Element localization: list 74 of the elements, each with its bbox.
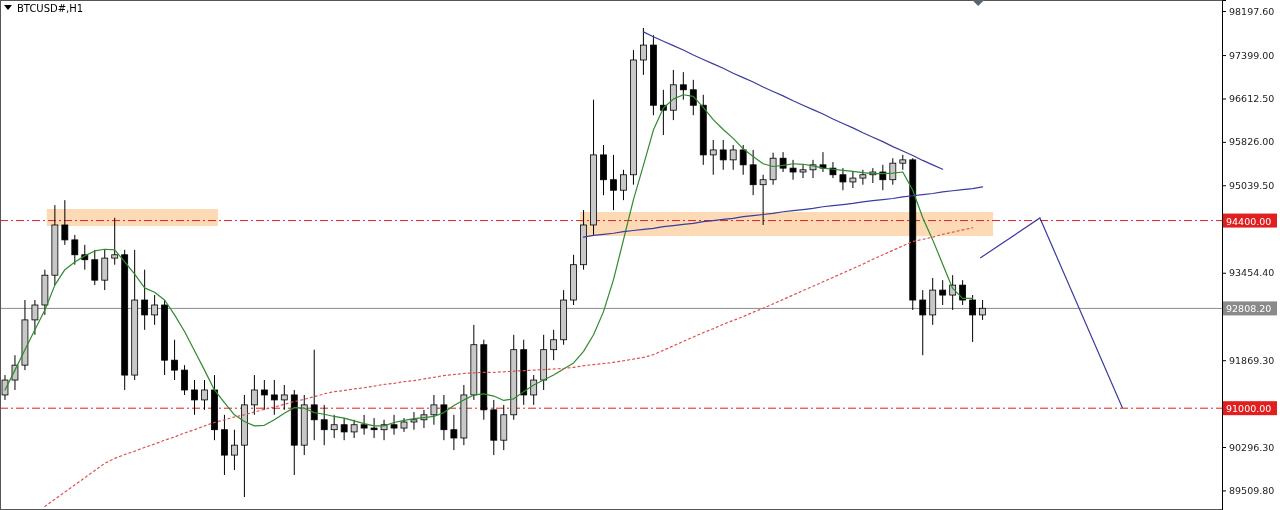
ref-line-label: 94400.00 [1226,215,1272,227]
candlestick [61,199,69,246]
y-tick-label: 95039.50 [1229,179,1275,191]
line-series [642,31,944,170]
candlestick [340,417,348,441]
candlestick [849,171,857,189]
candlestick [759,174,767,226]
candlestick [141,269,149,331]
candlestick [310,349,318,441]
chart-title: BTCUSD#,H1 [17,3,84,14]
candlestick [739,144,747,176]
candlestick [171,339,178,381]
candlestick [270,379,278,416]
candlestick [11,354,19,391]
candlestick [839,167,847,191]
candlestick [679,71,687,101]
candlestick [969,294,977,343]
candlestick [1,374,9,401]
candlestick [430,394,438,426]
candlestick [231,429,238,471]
y-tick-label: 98197.60 [1229,5,1275,17]
candlestick [191,379,198,416]
candlestick [250,374,258,416]
candlestick [450,414,458,451]
candlestick [71,234,79,266]
candlestick [320,404,328,446]
candlestick [859,169,867,186]
candlestick [181,364,188,396]
candlestick [550,329,558,361]
candlestick [789,159,797,181]
candlestick [879,164,887,191]
candlestick [610,154,617,211]
candlestick [31,299,39,336]
candlestick [260,379,268,411]
y-tick-label: 90296.30 [1229,441,1275,453]
y-tick-label: 93454.40 [1229,267,1275,279]
candlestick [769,152,777,186]
candlestick [729,144,737,171]
candlestick [620,169,627,201]
candlestick [360,414,368,436]
candlestick [689,79,697,116]
y-tick-label: 91869.30 [1229,354,1275,366]
candlestick [819,151,827,173]
candlestick [370,417,378,439]
candlestick [799,164,807,179]
candlestick [350,419,358,439]
y-tick-label: 89509.80 [1229,484,1275,496]
ref-line-label: 92808.20 [1226,303,1272,315]
candlestick [959,279,967,306]
y-tick-label: 96612.50 [1229,93,1275,105]
y-tick-label: 97399.00 [1229,49,1275,61]
candlestick [749,149,757,196]
candlestick [201,379,208,411]
candlestick [390,414,398,436]
candlestick [530,374,538,406]
line-series [582,186,984,238]
candlestick [889,157,897,186]
candlestick [979,299,986,321]
candlestick [410,411,418,431]
candlestick [91,249,99,286]
ref-line-label: 91000.00 [1226,403,1272,415]
candlestick [101,249,109,291]
candlestick [719,139,727,171]
candlestick [640,27,647,76]
candlestick [330,414,338,439]
line-series [44,227,974,508]
candlestick [280,384,288,411]
candlestick [709,139,717,176]
candlestick [939,279,947,306]
candlestick [151,294,159,326]
candlestick [111,217,119,266]
candlestick [779,151,787,173]
candlestick [919,289,927,356]
y-tick-label: 95826.00 [1229,136,1275,148]
